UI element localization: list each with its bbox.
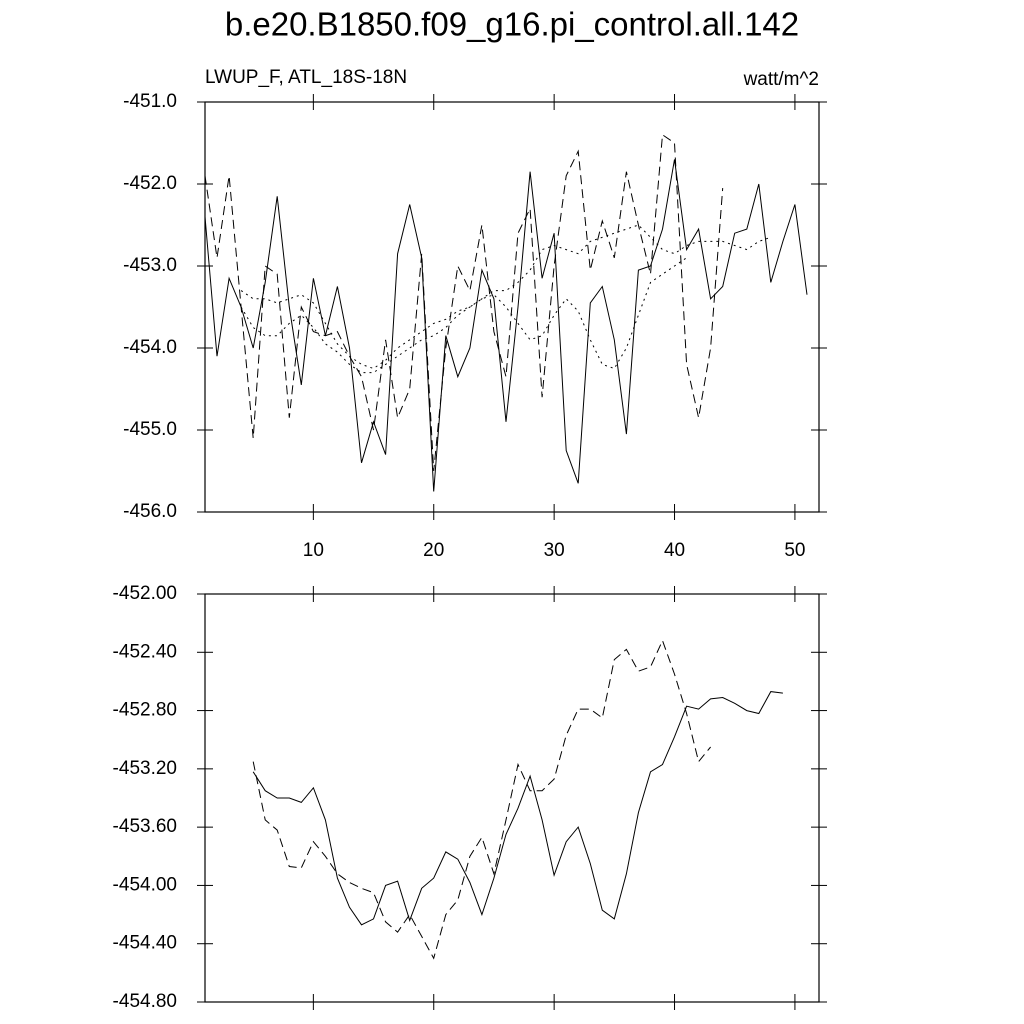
y-tick-label: -453.0 [123, 255, 177, 276]
y-tick-label: -454.80 [113, 991, 177, 1012]
y-tick-label: -452.40 [113, 641, 177, 662]
y-tick-label: -454.0 [123, 337, 177, 358]
x-tick-label: 50 [784, 540, 805, 561]
data-line [204, 159, 808, 492]
y-tick-label: -453.60 [113, 816, 177, 837]
plot-frame [204, 593, 820, 1003]
chart-title: b.e20.B1850.f09_g16.pi_control.all.142 [225, 6, 799, 43]
plot-frame [204, 101, 820, 513]
y-tick-label: -452.00 [113, 583, 177, 604]
x-tick-label: 40 [664, 540, 685, 561]
x-tick-label: 10 [303, 540, 324, 561]
data-line [252, 691, 783, 926]
x-tick-label: 30 [544, 540, 565, 561]
y-tick-label: -455.0 [123, 419, 177, 440]
y-tick-label: -452.80 [113, 700, 177, 721]
units-label: watt/m^2 [743, 69, 819, 90]
y-tick-label: -452.0 [123, 173, 177, 194]
y-tick-label: -454.40 [113, 933, 177, 954]
y-tick-label: -456.0 [123, 501, 177, 522]
data-line [240, 224, 771, 370]
x-tick-label: 20 [423, 540, 444, 561]
data-line [204, 133, 724, 472]
y-tick-label: -453.20 [113, 758, 177, 779]
y-tick-label: -451.0 [123, 91, 177, 112]
chart-subtitle: LWUP_F, ATL_18S-18N [205, 67, 407, 88]
data-line [252, 639, 711, 960]
y-tick-label: -454.00 [113, 874, 177, 895]
data-line [240, 257, 687, 374]
